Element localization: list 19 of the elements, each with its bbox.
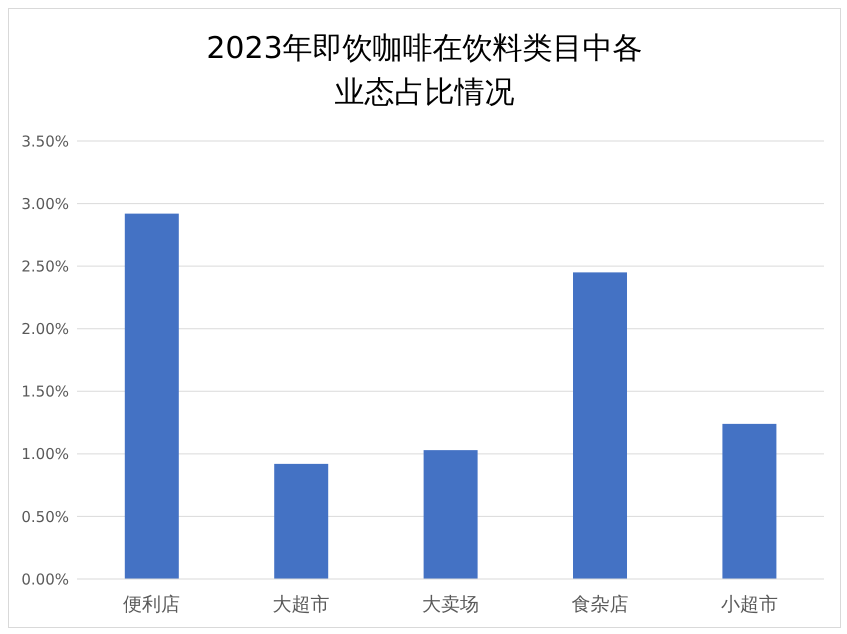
y-tick-label: 1.50% <box>21 382 69 401</box>
bar <box>424 450 478 579</box>
bar <box>573 272 628 579</box>
x-tick-label: 便利店 <box>123 593 180 616</box>
bar <box>124 214 179 579</box>
y-tick-label: 2.50% <box>21 257 69 276</box>
y-tick-label: 3.50% <box>21 132 69 150</box>
bar <box>722 424 776 579</box>
y-tick-label: 0.50% <box>21 508 69 526</box>
y-tick-label: 3.00% <box>21 194 69 213</box>
y-tick-label: 2.00% <box>21 320 69 338</box>
x-tick-label: 大超市 <box>272 593 330 616</box>
chart-title: 2023年即饮咖啡在饮料类目中各业态占比情况 <box>205 30 644 112</box>
bar <box>274 464 328 579</box>
x-tick-label: 大卖场 <box>422 593 479 616</box>
x-tick-label: 食杂店 <box>571 593 628 616</box>
y-tick-label: 1.00% <box>21 445 69 464</box>
x-tick-label: 小超市 <box>720 593 778 616</box>
y-tick-label: 0.00% <box>21 570 69 588</box>
